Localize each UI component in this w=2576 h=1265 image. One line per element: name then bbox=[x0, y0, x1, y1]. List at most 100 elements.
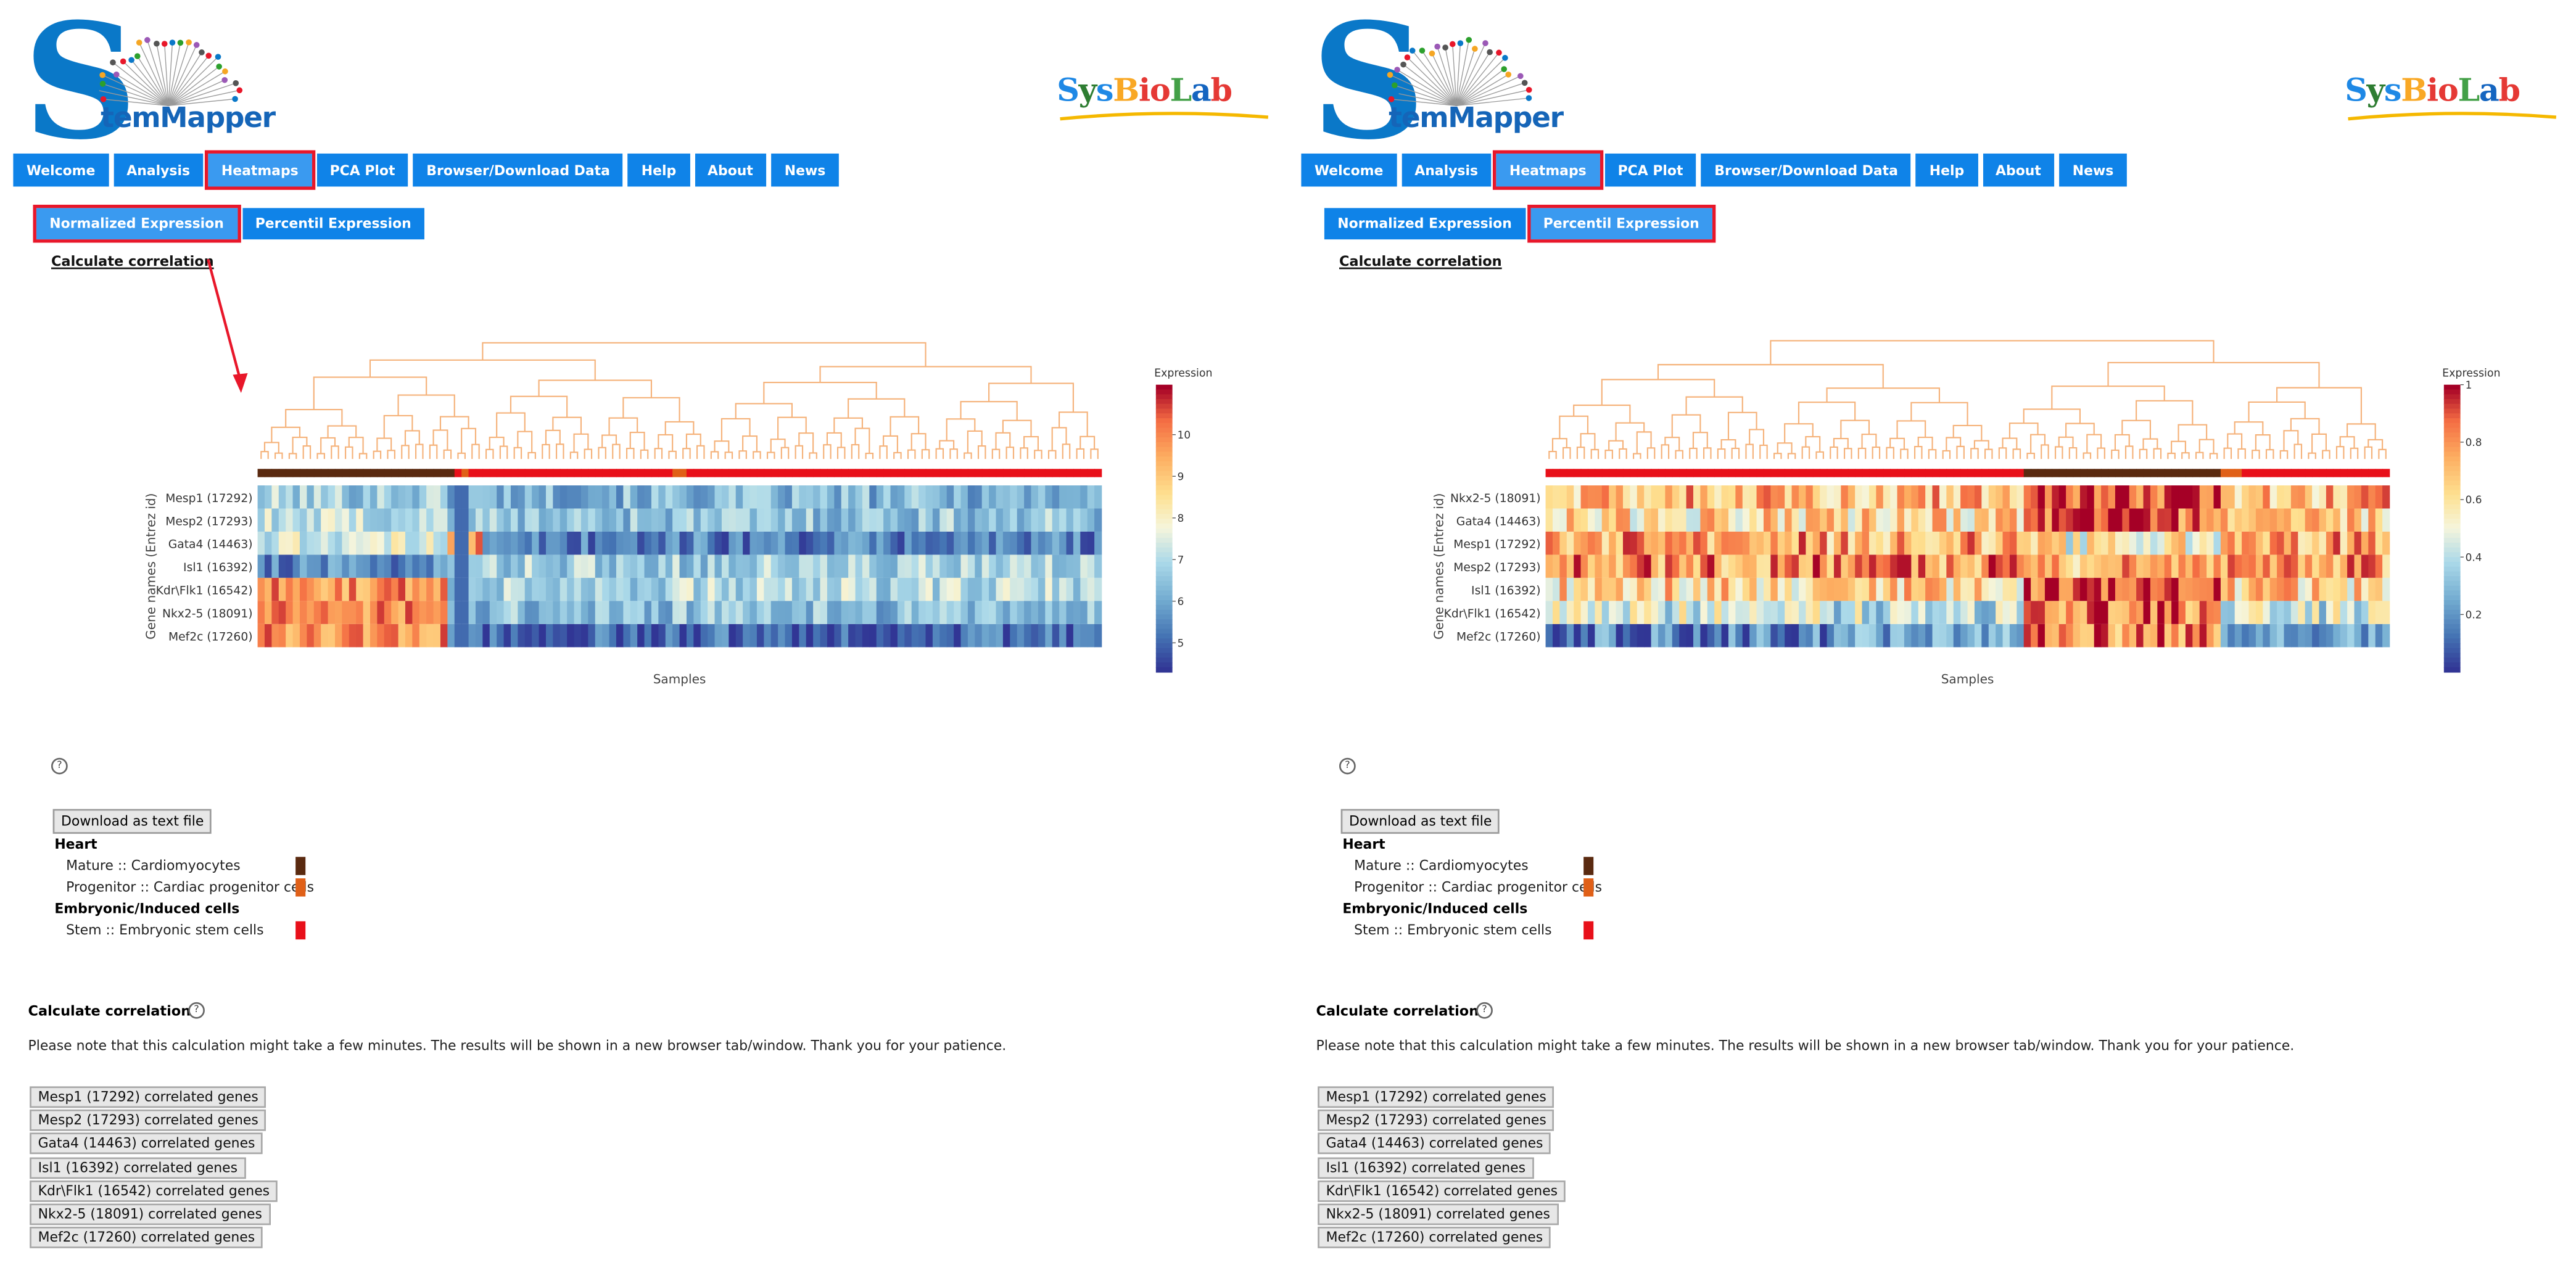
correlated-genes-button[interactable]: Kdr\Flk1 (16542) correlated genes bbox=[1318, 1180, 1566, 1202]
gene-label: Kdr\Flk1 (16542) bbox=[156, 585, 253, 598]
cell-lineage-tree-icon bbox=[93, 37, 243, 106]
sample-dendrogram bbox=[260, 342, 1099, 459]
correlated-genes-button[interactable]: Mef2c (17260) correlated genes bbox=[30, 1227, 263, 1249]
nav-tab-news[interactable]: News bbox=[771, 153, 839, 187]
legend-group-title: Embryonic/Induced cells bbox=[54, 899, 240, 917]
correlated-genes-button[interactable]: Gata4 (14463) correlated genes bbox=[1318, 1133, 1551, 1155]
heatmap-cells bbox=[1545, 485, 2390, 648]
sysbiolab-letter: o bbox=[2437, 72, 2459, 109]
sysbiolab-letter: L bbox=[1170, 72, 1192, 109]
sample-type-strip bbox=[257, 469, 1102, 477]
colorbar: 1 0.8 0.6 0.4 0.2 bbox=[2443, 379, 2482, 673]
gene-label: Gata4 (14463) bbox=[168, 538, 253, 551]
sysbiolab-letter: b bbox=[1210, 72, 1233, 109]
legend-swatch bbox=[1583, 857, 1594, 875]
nav-tab-welcome[interactable]: Welcome bbox=[13, 153, 109, 187]
nav-tab-browser-download-data[interactable]: Browser/Download Data bbox=[413, 153, 624, 187]
colorbar-tick: 0.4 bbox=[2466, 551, 2482, 563]
correlated-genes-button[interactable]: Gata4 (14463) correlated genes bbox=[30, 1133, 263, 1155]
colorbar-title: Expression bbox=[1154, 367, 1212, 379]
sysbiolab-letter: a bbox=[1191, 72, 1212, 109]
correlated-genes-button[interactable]: Mesp2 (17293) correlated genes bbox=[30, 1110, 267, 1132]
help-icon[interactable]: ? bbox=[51, 757, 68, 775]
correlated-genes-button[interactable]: Nkx2-5 (18091) correlated genes bbox=[1318, 1203, 1559, 1226]
sysbiolab-letter: o bbox=[1149, 72, 1171, 109]
subtab-percentil-expression[interactable]: Percentil Expression bbox=[242, 208, 425, 240]
colorbar-tick: 0.8 bbox=[2466, 436, 2482, 448]
gene-label: Nkx2-5 (18091) bbox=[162, 608, 253, 620]
subtab-percentil-expression[interactable]: Percentil Expression bbox=[1526, 204, 1716, 243]
sysbiolab-logo: SysBioLab bbox=[2345, 72, 2557, 121]
correlated-genes-button[interactable]: Mef2c (17260) correlated genes bbox=[1318, 1227, 1551, 1249]
sysbiolab-letter: s bbox=[1096, 72, 1114, 109]
colorbar-tick: 6 bbox=[1178, 595, 1184, 608]
legend-swatch bbox=[295, 921, 306, 940]
legend-swatch bbox=[1583, 921, 1594, 940]
nav-tab-help[interactable]: Help bbox=[1916, 153, 1978, 187]
nav-tab-browser-download-data[interactable]: Browser/Download Data bbox=[1701, 153, 1912, 187]
colorbar-tick: 1 bbox=[2466, 379, 2472, 391]
correlation-help-icon[interactable]: ? bbox=[1476, 1002, 1493, 1019]
nav-tab-analysis[interactable]: Analysis bbox=[1401, 153, 1492, 187]
colorbar-tick: 5 bbox=[1178, 637, 1184, 649]
heatmap-svg: Nkx2-5 (18091) Gata4 (14463) Mesp1 (17292)… bbox=[1432, 340, 2500, 686]
logo-s-glyph: S bbox=[1311, 0, 1426, 175]
sysbiolab-letter: y bbox=[1078, 72, 1097, 109]
sample-dendrogram bbox=[1548, 340, 2387, 459]
gene-label: Mesp1 (17292) bbox=[1453, 538, 1540, 551]
sysbiolab-swoosh-icon bbox=[1060, 112, 1269, 121]
sysbiolab-letter: S bbox=[1057, 72, 1080, 109]
nav-tab-about[interactable]: About bbox=[1982, 153, 2055, 187]
calculate-correlation-link[interactable]: Calculate correlation bbox=[1339, 252, 1502, 270]
colorbar-tick: 10 bbox=[1178, 429, 1191, 441]
heatmap-subtabs: Normalized Expression Percentil Expressio… bbox=[1324, 204, 1716, 243]
legend-swatch bbox=[295, 878, 306, 897]
nav-tab-welcome[interactable]: Welcome bbox=[1301, 153, 1397, 187]
expression-heatmap: Nkx2-5 (18091) Gata4 (14463) Mesp1 (17292)… bbox=[1420, 314, 2559, 710]
legend-swatch bbox=[1583, 878, 1594, 897]
subtab-normalized-expression[interactable]: Normalized Expression bbox=[33, 204, 241, 243]
correlated-genes-button[interactable]: Mesp1 (17292) correlated genes bbox=[30, 1086, 267, 1108]
nav-tab-pca-plot[interactable]: PCA Plot bbox=[1604, 153, 1696, 187]
nav-tab-heatmaps[interactable]: Heatmaps bbox=[205, 150, 315, 190]
correlated-genes-button[interactable]: Kdr\Flk1 (16542) correlated genes bbox=[30, 1180, 278, 1202]
gene-label: Kdr\Flk1 (16542) bbox=[1444, 608, 1541, 620]
heatmap-cells bbox=[257, 485, 1102, 648]
sysbiolab-letter: a bbox=[2479, 72, 2500, 109]
sysbiolab-letter: b bbox=[2498, 72, 2521, 109]
download-text-button[interactable]: Download as text file bbox=[52, 809, 212, 834]
colorbar-tick: 0.6 bbox=[2466, 493, 2482, 506]
nav-tab-about[interactable]: About bbox=[694, 153, 767, 187]
correlated-genes-button[interactable]: Nkx2-5 (18091) correlated genes bbox=[30, 1203, 271, 1226]
correlated-genes-button[interactable]: Isl1 (16392) correlated genes bbox=[30, 1156, 246, 1179]
help-icon[interactable]: ? bbox=[1339, 757, 1356, 775]
y-axis-title: Gene names (Entrez id) bbox=[144, 493, 159, 640]
nav-tab-analysis[interactable]: Analysis bbox=[113, 153, 204, 187]
sysbiolab-logo: SysBioLab bbox=[1057, 72, 1269, 121]
calculate-correlation-link[interactable]: Calculate correlation bbox=[51, 252, 214, 270]
heatmap-svg: Mesp1 (17292) Mesp2 (17293) Gata4 (14463) I… bbox=[144, 342, 1212, 686]
legend-group-title: Heart bbox=[54, 835, 97, 852]
legend-item-label: Mature :: Cardiomyocytes bbox=[66, 857, 241, 874]
download-text-button[interactable]: Download as text file bbox=[1340, 809, 1500, 834]
x-axis-title: Samples bbox=[1941, 672, 1994, 686]
gene-label: Mef2c (17260) bbox=[1456, 631, 1541, 644]
legend-group-title: Embryonic/Induced cells bbox=[1342, 899, 1528, 917]
correlation-help-icon[interactable]: ? bbox=[188, 1002, 205, 1019]
nav-tab-pca-plot[interactable]: PCA Plot bbox=[316, 153, 408, 187]
subtab-normalized-expression[interactable]: Normalized Expression bbox=[1324, 208, 1525, 240]
nav-tab-news[interactable]: News bbox=[2059, 153, 2127, 187]
logo-s-glyph: S bbox=[23, 0, 138, 175]
nav-tab-heatmaps[interactable]: Heatmaps bbox=[1493, 150, 1603, 190]
correlation-section-title: Calculate correlation bbox=[28, 1002, 191, 1019]
sysbiolab-swoosh-icon bbox=[2348, 112, 2557, 121]
nav-tab-help[interactable]: Help bbox=[628, 153, 690, 187]
heatmap-subtabs: Normalized Expression Percentil Expressio… bbox=[33, 204, 425, 243]
correlated-genes-button[interactable]: Mesp2 (17293) correlated genes bbox=[1318, 1110, 1555, 1132]
correlated-genes-button[interactable]: Mesp1 (17292) correlated genes bbox=[1318, 1086, 1555, 1108]
sysbiolab-letter: i bbox=[1138, 72, 1150, 109]
correlated-genes-button[interactable]: Isl1 (16392) correlated genes bbox=[1318, 1156, 1534, 1179]
